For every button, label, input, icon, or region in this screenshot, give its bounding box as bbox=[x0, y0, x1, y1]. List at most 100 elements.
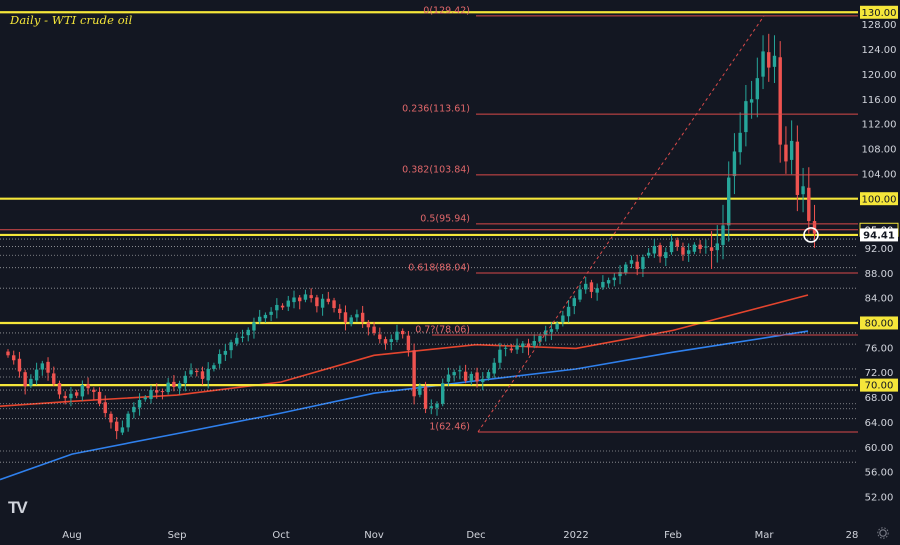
candle-body bbox=[29, 378, 33, 386]
candle-body bbox=[755, 78, 760, 100]
x-tick-label: Nov bbox=[364, 530, 384, 541]
candle-body bbox=[635, 261, 639, 269]
candle-body bbox=[206, 368, 210, 381]
candle-body bbox=[166, 382, 170, 393]
y-tick-label: 108.00 bbox=[862, 144, 897, 155]
candle-body bbox=[114, 421, 119, 432]
candle-body bbox=[675, 240, 679, 247]
candle-body bbox=[69, 393, 73, 399]
candle-body bbox=[23, 372, 27, 387]
candle-body bbox=[263, 314, 268, 319]
gear-icon[interactable] bbox=[877, 527, 889, 539]
candle-body bbox=[406, 335, 411, 351]
x-tick-label: Mar bbox=[755, 530, 775, 541]
candle-body bbox=[686, 250, 691, 254]
candle-body bbox=[246, 329, 250, 336]
price-badge-label: 70.00 bbox=[865, 381, 894, 392]
candle-body bbox=[801, 186, 805, 195]
candle-body bbox=[458, 370, 462, 372]
moving-average-line bbox=[0, 330, 809, 481]
candle-body bbox=[235, 337, 239, 344]
candle-body bbox=[595, 288, 599, 293]
candle-body bbox=[681, 247, 685, 255]
candle-body bbox=[441, 383, 445, 404]
candle-body bbox=[704, 246, 708, 248]
candle-body bbox=[584, 283, 588, 290]
candle-body bbox=[395, 331, 399, 340]
candle-body bbox=[229, 342, 233, 351]
y-tick-label: 60.00 bbox=[865, 443, 894, 454]
candle-body bbox=[669, 241, 674, 253]
candle-body bbox=[789, 140, 794, 160]
price-badge bbox=[860, 316, 898, 330]
candle-body bbox=[280, 305, 285, 308]
y-tick-label: 76.00 bbox=[865, 343, 894, 354]
x-tick-label: Feb bbox=[664, 530, 682, 541]
candle-body bbox=[812, 221, 817, 234]
candle-body bbox=[12, 355, 16, 361]
y-tick-label: 116.00 bbox=[862, 95, 897, 106]
price-badge-label: 100.00 bbox=[862, 194, 897, 205]
fib-label: 0.7?(78.06) bbox=[415, 325, 470, 336]
candle-body bbox=[469, 373, 474, 381]
candle-body bbox=[641, 257, 645, 269]
candle-body bbox=[126, 413, 130, 428]
candle-body bbox=[612, 277, 617, 281]
candle-body bbox=[80, 385, 85, 397]
candle-body bbox=[257, 316, 262, 322]
candle-body bbox=[349, 317, 353, 324]
candle-body bbox=[6, 351, 10, 356]
candle-body bbox=[372, 326, 376, 333]
candle-body bbox=[57, 383, 62, 395]
candle-body bbox=[664, 252, 668, 258]
y-tick-label: 68.00 bbox=[865, 393, 894, 404]
candle-body bbox=[17, 358, 22, 372]
candle-body bbox=[320, 298, 325, 308]
candle-body bbox=[34, 369, 39, 381]
candle-body bbox=[532, 340, 536, 346]
candle-body bbox=[97, 391, 102, 404]
candle-body bbox=[332, 300, 336, 309]
candle-body bbox=[795, 141, 800, 195]
candle-body bbox=[629, 260, 634, 264]
y-tick-label: 128.00 bbox=[862, 20, 897, 31]
y-tick-label: 56.00 bbox=[865, 468, 894, 479]
price-badge-label: 94.41 bbox=[863, 231, 895, 242]
y-tick-label: 72.00 bbox=[865, 368, 894, 379]
y-tick-label: 88.00 bbox=[865, 269, 894, 280]
candle-body bbox=[709, 247, 714, 251]
x-tick-label: 2022 bbox=[563, 530, 588, 541]
fib-label: 0.5(95.94) bbox=[420, 213, 470, 224]
candle-body bbox=[143, 397, 147, 400]
price-badge-label: 80.00 bbox=[865, 319, 894, 330]
candle-body bbox=[183, 375, 188, 384]
candle-body bbox=[74, 392, 79, 396]
candle-body bbox=[481, 378, 485, 383]
y-tick-label: 84.00 bbox=[865, 294, 894, 305]
candle-body bbox=[200, 371, 205, 379]
candle-body bbox=[338, 308, 342, 314]
candle-body bbox=[509, 348, 514, 351]
candle-body bbox=[515, 345, 519, 350]
candle-body bbox=[343, 312, 348, 323]
candle-body bbox=[366, 322, 371, 328]
y-tick-label: 120.00 bbox=[862, 70, 897, 81]
candle-body bbox=[86, 384, 90, 389]
candle-body bbox=[658, 245, 662, 257]
candle-body bbox=[492, 362, 496, 374]
y-tick-label: 124.00 bbox=[862, 45, 897, 56]
x-tick-label: 28 bbox=[846, 530, 859, 541]
candle-body bbox=[578, 289, 582, 300]
candle-body bbox=[378, 334, 382, 340]
candle-body bbox=[155, 390, 159, 393]
candle-body bbox=[160, 391, 165, 393]
candle-body bbox=[738, 132, 742, 153]
y-tick-label: 52.00 bbox=[865, 492, 894, 503]
candle-body bbox=[526, 343, 531, 348]
candle-body bbox=[646, 252, 651, 256]
moving-average-line bbox=[0, 294, 809, 407]
candle-body bbox=[177, 383, 182, 389]
candle-body bbox=[618, 272, 622, 277]
candle-body bbox=[63, 395, 67, 399]
